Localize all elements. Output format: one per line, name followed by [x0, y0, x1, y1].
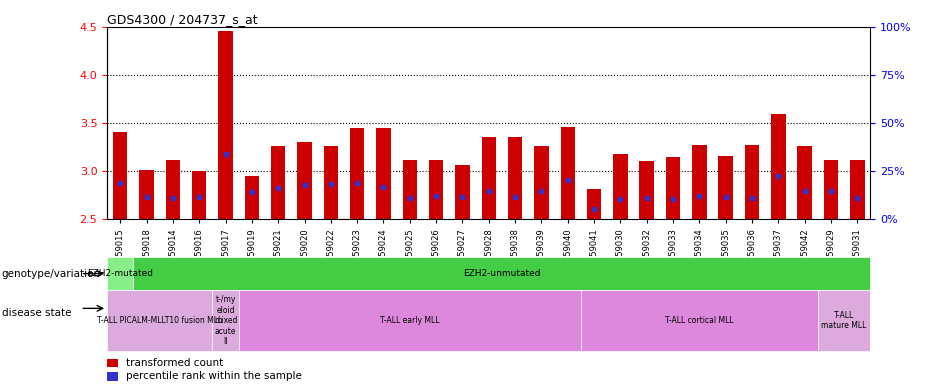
Text: transformed count: transformed count — [126, 358, 223, 368]
Bar — [745, 145, 760, 219]
Bar — [640, 161, 654, 219]
Bar — [107, 290, 212, 351]
Bar — [719, 156, 733, 219]
Bar — [824, 161, 838, 219]
Bar — [455, 165, 469, 219]
Bar — [324, 146, 338, 219]
Text: T-ALL
mature MLL: T-ALL mature MLL — [821, 311, 867, 330]
Bar — [581, 290, 817, 351]
Bar — [666, 157, 681, 219]
Text: EZH2-unmutated: EZH2-unmutated — [464, 269, 541, 278]
Bar — [817, 290, 870, 351]
Bar — [481, 137, 496, 219]
Text: percentile rank within the sample: percentile rank within the sample — [126, 371, 302, 381]
Bar — [534, 146, 548, 219]
Bar — [192, 171, 207, 219]
Bar — [238, 290, 581, 351]
Bar — [166, 161, 180, 219]
Bar — [113, 131, 128, 219]
Bar — [614, 154, 627, 219]
Bar — [140, 170, 154, 219]
Bar — [212, 290, 238, 351]
Text: T-ALL cortical MLL: T-ALL cortical MLL — [665, 316, 734, 325]
Text: genotype/variation: genotype/variation — [2, 268, 101, 279]
Bar — [429, 161, 443, 219]
Text: t-/my
eloid
mixed
acute
ll: t-/my eloid mixed acute ll — [214, 295, 237, 346]
Bar — [850, 161, 865, 219]
Bar — [350, 127, 364, 219]
Text: T-ALL early MLL: T-ALL early MLL — [380, 316, 439, 325]
Bar — [560, 127, 575, 219]
Bar — [376, 127, 391, 219]
Text: GDS4300 / 204737_s_at: GDS4300 / 204737_s_at — [107, 13, 258, 26]
Bar — [692, 145, 707, 219]
Bar — [402, 161, 417, 219]
Bar — [798, 146, 812, 219]
Bar — [245, 176, 259, 219]
Bar — [218, 31, 233, 219]
Bar — [297, 142, 312, 219]
Text: T-ALL PICALM-MLLT10 fusion MLL: T-ALL PICALM-MLLT10 fusion MLL — [97, 316, 223, 325]
Bar — [587, 189, 601, 219]
Bar — [771, 114, 786, 219]
Bar — [107, 257, 133, 290]
Bar — [271, 146, 286, 219]
Text: disease state: disease state — [2, 308, 72, 318]
Text: EZH2-mutated: EZH2-mutated — [88, 269, 154, 278]
Bar — [508, 137, 522, 219]
